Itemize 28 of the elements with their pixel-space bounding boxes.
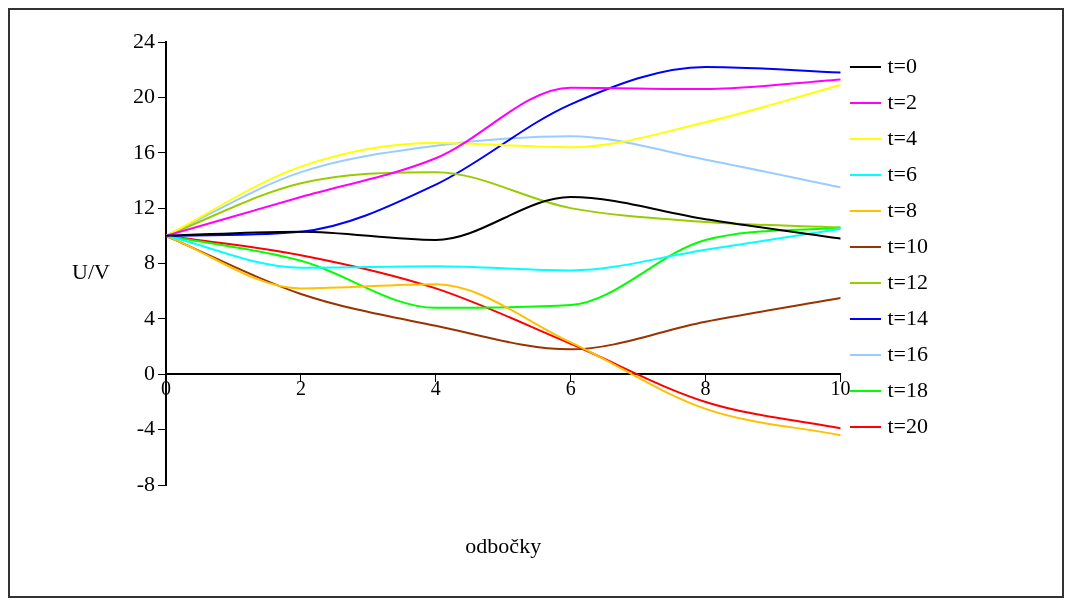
- line-series: [166, 234, 841, 351]
- x-tick-label: 8: [700, 376, 711, 399]
- x-axis-title: odbočky: [465, 532, 542, 558]
- x-tick-label: 6: [565, 376, 576, 399]
- legend-label: t=6: [887, 160, 918, 186]
- y-tick-label: 24: [133, 27, 155, 53]
- y-tick-label: 12: [133, 193, 155, 219]
- y-tick-label: 20: [133, 83, 155, 109]
- legend-label: t=14: [887, 304, 929, 330]
- y-tick-label: -8: [136, 470, 155, 496]
- legend-label: t=18: [887, 376, 929, 402]
- line-series: [166, 227, 841, 272]
- legend-label: t=10: [887, 232, 929, 258]
- legend-label: t=8: [887, 196, 918, 222]
- legend-label: t=0: [887, 52, 918, 78]
- x-tick-label: 10: [830, 376, 851, 399]
- legend-label: t=20: [887, 412, 929, 438]
- y-tick-label: 8: [144, 249, 155, 275]
- x-tick-label: 4: [430, 376, 441, 399]
- y-tick-label: 4: [144, 304, 155, 330]
- y-axis-title: U/V: [72, 259, 111, 285]
- legend-label: t=4: [887, 124, 918, 150]
- y-tick-label: 16: [133, 138, 155, 164]
- legend-label: t=12: [887, 268, 929, 294]
- y-tick-label: -4: [136, 415, 155, 441]
- legend-label: t=16: [887, 340, 929, 366]
- legend-label: t=2: [887, 88, 918, 114]
- x-tick-label: 2: [295, 376, 306, 399]
